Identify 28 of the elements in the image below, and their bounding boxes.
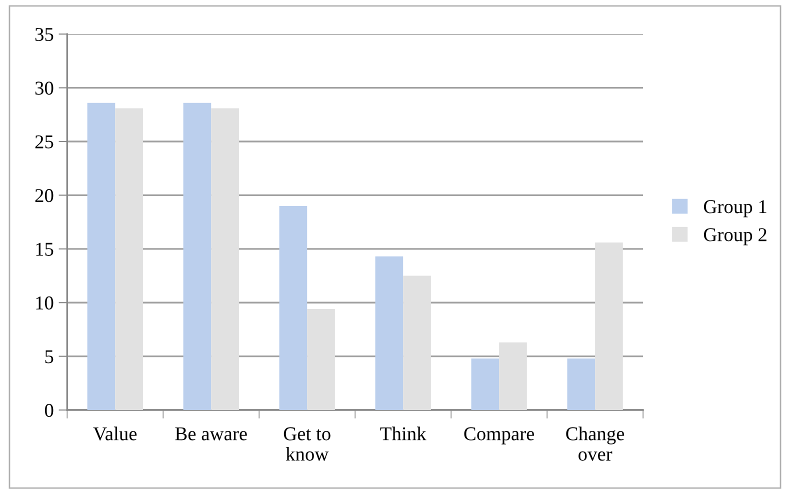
legend-label: Group 2 bbox=[704, 228, 766, 246]
y-tick-label: 35 bbox=[35, 28, 54, 42]
bar bbox=[87, 102, 116, 410]
bar bbox=[375, 256, 404, 410]
y-tick-label: 15 bbox=[36, 242, 54, 256]
bar bbox=[567, 358, 596, 410]
bar bbox=[115, 108, 143, 410]
bar bbox=[403, 276, 431, 410]
x-tick-label: Compare bbox=[464, 427, 534, 444]
x-tick-label: Be aware bbox=[175, 427, 247, 440]
bar bbox=[279, 206, 308, 410]
y-tick-label: 25 bbox=[35, 135, 54, 148]
y-tick-label: 0 bbox=[44, 404, 54, 417]
y-tick-label: 10 bbox=[36, 296, 54, 310]
bar bbox=[211, 108, 239, 410]
legend-label: Group 1 bbox=[704, 200, 766, 218]
bar bbox=[183, 102, 212, 410]
x-tick-label: Get to know bbox=[284, 427, 330, 461]
x-tick-label: Change over bbox=[566, 426, 624, 461]
bar bbox=[499, 342, 527, 410]
x-tick-label: Think bbox=[380, 426, 426, 440]
bar bbox=[595, 242, 623, 410]
y-tick-label: 30 bbox=[35, 82, 54, 95]
y-tick-label: 5 bbox=[45, 350, 54, 364]
x-tick-label: Value bbox=[93, 426, 137, 440]
y-tick-label: 20 bbox=[35, 189, 54, 202]
bar bbox=[307, 309, 335, 410]
bar bbox=[471, 358, 500, 410]
